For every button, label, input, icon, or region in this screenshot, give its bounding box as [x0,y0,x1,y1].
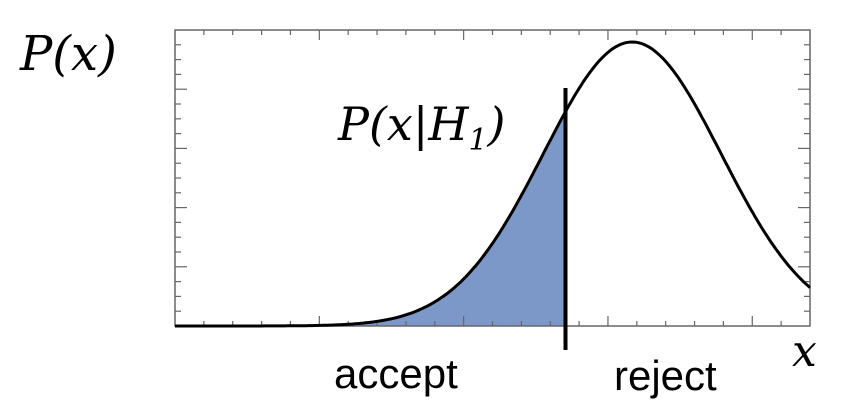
curve-label-subscript: 1 [468,123,487,158]
acceptance-tail-area [175,111,566,326]
pdf-curve [175,40,812,328]
x-axis-label: x [792,326,817,377]
accept-label: accept [334,350,458,397]
reject-label: reject [614,352,717,399]
axis-ticks [175,30,810,326]
curve-label: P(x|H1) [337,97,506,158]
y-axis-label: P(x) [19,26,117,82]
